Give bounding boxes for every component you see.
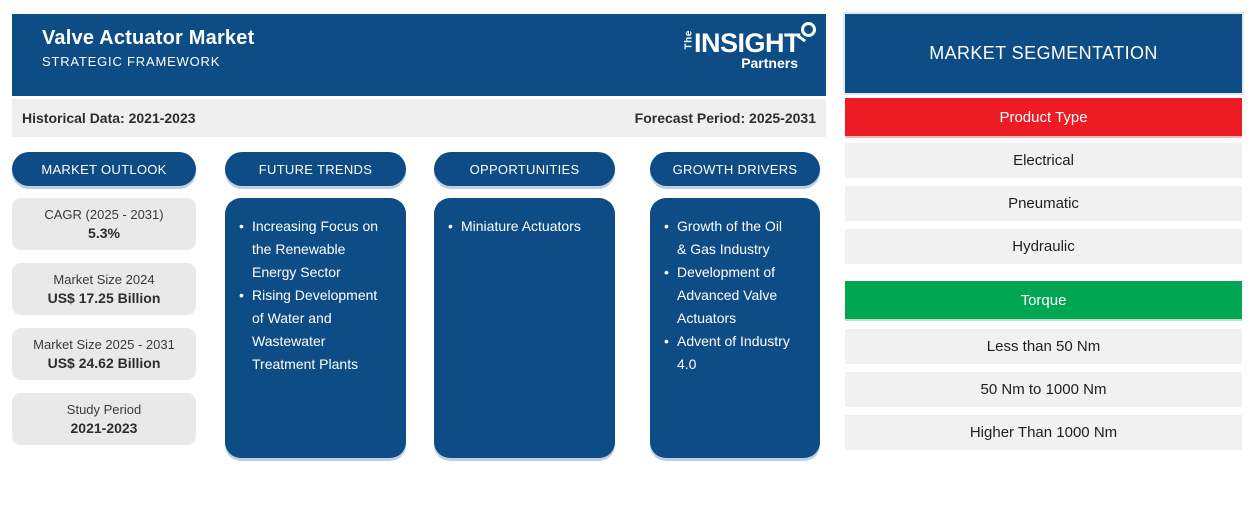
segment-row-electrical: Electrical — [845, 143, 1242, 178]
list-item: Miniature Actuators — [448, 215, 589, 238]
growth-drivers-list: Growth of the Oil & Gas Industry Develop… — [664, 215, 794, 376]
stat-card-market-size-2024: Market Size 2024 US$ 17.25 Billion — [12, 263, 196, 315]
stat-card-market-size-2025-2031: Market Size 2025 - 2031 US$ 24.62 Billio… — [12, 328, 196, 380]
list-item: Advent of Industry 4.0 — [664, 330, 794, 376]
future-trends-pill: FUTURE TRENDS — [225, 152, 406, 186]
market-outlook-column: MARKET OUTLOOK CAGR (2025 - 2031) 5.3% M… — [12, 152, 196, 445]
page-title: Valve Actuator Market — [42, 27, 255, 49]
report-header: Valve Actuator Market STRATEGIC FRAMEWOR… — [12, 14, 826, 96]
logo-row: The INSIGHT — [683, 22, 816, 58]
logo-the-text: The — [683, 30, 695, 50]
segment-row-50nm-to-1000nm: 50 Nm to 1000 Nm — [845, 372, 1242, 407]
list-item: Development of Advanced Valve Actuators — [664, 261, 794, 330]
product-type-band: Product Type — [845, 98, 1242, 136]
forecast-period-label: Forecast Period: 2025-2031 — [634, 110, 816, 126]
segment-row-pneumatic: Pneumatic — [845, 186, 1242, 221]
future-trends-column: FUTURE TRENDS Increasing Focus on the Re… — [225, 152, 406, 458]
growth-drivers-column: GROWTH DRIVERS Growth of the Oil & Gas I… — [650, 152, 820, 458]
stat-value: US$ 17.25 Billion — [47, 290, 161, 306]
opportunities-card: Miniature Actuators — [434, 198, 615, 458]
list-item: Rising Development of Water and Wastewat… — [239, 284, 380, 376]
logo-partners-text: Partners — [741, 55, 798, 71]
growth-drivers-pill: GROWTH DRIVERS — [650, 152, 820, 186]
opportunities-column: OPPORTUNITIES Miniature Actuators — [434, 152, 615, 458]
market-outlook-pill: MARKET OUTLOOK — [12, 152, 196, 186]
stat-value: 2021-2023 — [70, 420, 138, 436]
stat-label: Market Size 2024 — [53, 272, 155, 287]
stat-label: Study Period — [66, 402, 142, 417]
stat-card-study-period: Study Period 2021-2023 — [12, 393, 196, 445]
growth-drivers-card: Growth of the Oil & Gas Industry Develop… — [650, 198, 820, 458]
list-item: Increasing Focus on the Renewable Energy… — [239, 215, 380, 284]
stat-label: Market Size 2025 - 2031 — [33, 337, 175, 352]
magnifier-icon — [801, 22, 816, 37]
historical-data-label: Historical Data: 2021-2023 — [22, 110, 196, 126]
page-subtitle: STRATEGIC FRAMEWORK — [42, 54, 221, 69]
future-trends-card: Increasing Focus on the Renewable Energy… — [225, 198, 406, 458]
list-item: Growth of the Oil & Gas Industry — [664, 215, 794, 261]
stat-card-cagr: CAGR (2025 - 2031) 5.3% — [12, 198, 196, 250]
insight-partners-logo: The INSIGHT Partners — [683, 22, 816, 71]
opportunities-pill: OPPORTUNITIES — [434, 152, 615, 186]
logo-insight-text: INSIGHT — [693, 28, 801, 58]
segment-row-less-than-50nm: Less than 50 Nm — [845, 329, 1242, 364]
market-segmentation-title: MARKET SEGMENTATION — [845, 14, 1242, 93]
segment-row-higher-than-1000nm: Higher Than 1000 Nm — [845, 415, 1242, 450]
market-segmentation-panel: MARKET SEGMENTATION Product Type Electri… — [845, 14, 1242, 450]
stat-label: CAGR (2025 - 2031) — [44, 207, 164, 222]
future-trends-list: Increasing Focus on the Renewable Energy… — [239, 215, 380, 376]
torque-band: Torque — [845, 281, 1242, 319]
period-bar: Historical Data: 2021-2023 Forecast Peri… — [12, 99, 826, 137]
stat-value: US$ 24.62 Billion — [47, 355, 161, 371]
stat-value: 5.3% — [88, 225, 120, 241]
segment-row-hydraulic: Hydraulic — [845, 229, 1242, 264]
opportunities-list: Miniature Actuators — [448, 215, 589, 238]
